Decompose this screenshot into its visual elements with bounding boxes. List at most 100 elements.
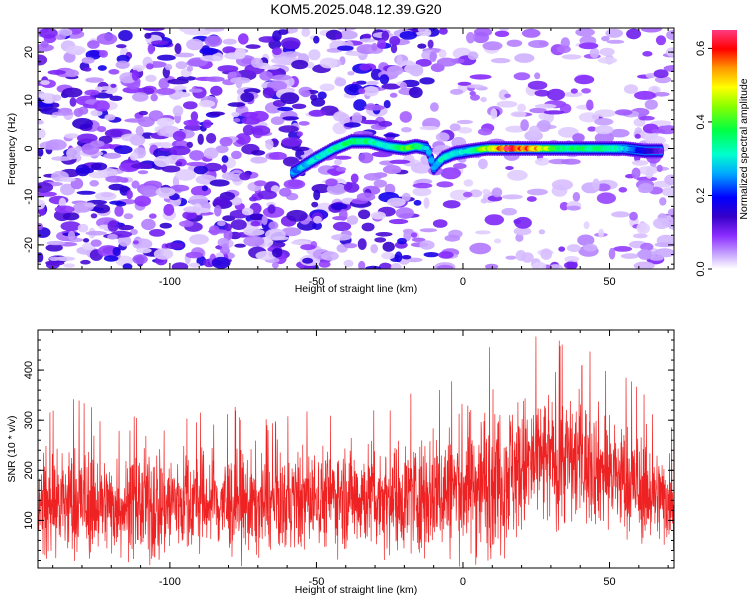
heatmap-noise-cell bbox=[436, 181, 454, 188]
heatmap-noise-cell bbox=[109, 95, 123, 102]
heatmap-noise-cell bbox=[134, 195, 151, 207]
heatmap-noise-cell bbox=[587, 126, 597, 132]
heatmap-noise-cell bbox=[334, 159, 342, 166]
heatmap-noise-cell bbox=[114, 205, 124, 217]
heatmap-noise-cell bbox=[149, 229, 166, 237]
heatmap-noise-cell bbox=[205, 76, 225, 82]
heatmap-noise-cell bbox=[174, 43, 182, 55]
heatmap-noise-cell bbox=[419, 77, 435, 85]
heatmap-ridge-cell bbox=[658, 148, 665, 154]
heatmap-noise-cell bbox=[202, 119, 212, 129]
heatmap-noise-cell bbox=[358, 260, 366, 269]
heatmap-noise-cell bbox=[382, 165, 402, 174]
heatmap-noise-cell bbox=[186, 141, 193, 149]
heatmap-noise-cell bbox=[81, 57, 95, 64]
heatmap-noise-cell bbox=[423, 197, 430, 209]
y-tick-label: 10 bbox=[23, 94, 35, 106]
heatmap-noise-cell bbox=[66, 147, 81, 160]
heatmap-noise-cell bbox=[222, 38, 237, 45]
heatmap-noise-cell bbox=[97, 65, 107, 71]
heatmap-noise-cell bbox=[389, 35, 401, 46]
heatmap-noise-cell bbox=[114, 145, 133, 155]
heatmap-noise-cell bbox=[358, 209, 371, 220]
heatmap-noise-cell bbox=[413, 199, 422, 206]
heatmap-noise-cell bbox=[138, 110, 148, 116]
heatmap-noise-cell bbox=[281, 227, 302, 237]
heatmap-noise-cell bbox=[182, 210, 198, 220]
heatmap-noise-cell bbox=[172, 91, 191, 98]
heatmap-noise-cell bbox=[230, 219, 247, 231]
heatmap-noise-cell bbox=[457, 127, 473, 134]
heatmap-noise-cell bbox=[77, 133, 98, 144]
heatmap-noise-cell bbox=[360, 119, 380, 125]
heatmap-noise-cell bbox=[45, 139, 67, 151]
heatmap-noise-cell bbox=[132, 240, 139, 245]
heatmap-noise-cell bbox=[469, 189, 483, 198]
heatmap-noise-cell bbox=[436, 264, 454, 269]
heatmap-noise-cell bbox=[268, 221, 279, 230]
heatmap-noise-cell bbox=[118, 29, 133, 42]
heatmap-noise-cell bbox=[339, 113, 350, 126]
heatmap-noise-cell bbox=[412, 182, 433, 189]
heatmap-noise-cell bbox=[213, 196, 230, 207]
heatmap-noise-cell bbox=[291, 240, 311, 245]
y-tick-label: 400 bbox=[23, 361, 35, 379]
heatmap-noise-cell bbox=[262, 87, 275, 99]
heatmap-noise-cell bbox=[505, 125, 526, 133]
heatmap-noise-cell bbox=[139, 185, 160, 197]
heatmap-noise-cell bbox=[536, 120, 551, 132]
heatmap-noise-cell bbox=[90, 109, 103, 117]
heatmap-noise-cell bbox=[410, 232, 418, 238]
heatmap-noise-cell bbox=[480, 198, 488, 204]
y-tick-label: -10 bbox=[23, 189, 35, 205]
heatmap-noise-cell bbox=[335, 166, 347, 172]
heatmap-noise-cell bbox=[279, 187, 292, 197]
heatmap-noise-cell bbox=[478, 158, 488, 170]
heatmap-noise-cell bbox=[49, 256, 60, 261]
heatmap-noise-cell bbox=[651, 128, 666, 134]
heatmap-noise-cell bbox=[513, 72, 531, 81]
heatmap-noise-cell bbox=[412, 187, 432, 197]
heatmap-noise-cell bbox=[589, 47, 600, 59]
heatmap-noise-cell bbox=[586, 99, 594, 111]
heatmap-ridge-cell bbox=[426, 150, 432, 155]
heatmap-noise-cell bbox=[183, 119, 200, 127]
heatmap-noise-cell bbox=[633, 233, 648, 239]
heatmap-noise-cell bbox=[559, 103, 572, 114]
heatmap-noise-cell bbox=[47, 69, 66, 75]
heatmap-noise-cell bbox=[141, 218, 156, 231]
heatmap-noise-cell bbox=[97, 126, 107, 133]
heatmap-noise-cell bbox=[88, 171, 108, 179]
heatmap-noise-cell bbox=[634, 90, 656, 100]
snr-series-line bbox=[38, 336, 674, 567]
heatmap-noise-cell bbox=[75, 167, 94, 174]
heatmap-noise-cell bbox=[343, 182, 360, 193]
heatmap-noise-cell bbox=[277, 106, 294, 112]
y-tick-label: -20 bbox=[23, 237, 35, 253]
heatmap-noise-cell bbox=[189, 150, 205, 161]
heatmap-noise-cell bbox=[389, 92, 398, 98]
heatmap-noise-cell bbox=[96, 33, 118, 45]
heatmap-noise-cell bbox=[72, 118, 94, 130]
heatmap-noise-cell bbox=[613, 246, 633, 252]
heatmap-noise-cell bbox=[596, 192, 617, 204]
y-tick-label: 20 bbox=[23, 46, 35, 58]
heatmap-noise-cell bbox=[496, 100, 518, 108]
heatmap-noise-cell bbox=[90, 162, 108, 171]
x-tick-label: -50 bbox=[308, 276, 324, 288]
heatmap-ridge-cell bbox=[428, 157, 435, 163]
heatmap-noise-cell bbox=[378, 120, 393, 127]
heatmap-ridge-layer bbox=[290, 133, 665, 181]
heatmap-noise-cell bbox=[131, 69, 139, 81]
heatmap-noise-cell bbox=[265, 228, 286, 241]
heatmap-noise-cell bbox=[362, 86, 379, 97]
heatmap-noise-cell bbox=[129, 152, 139, 161]
heatmap-noise-cell bbox=[319, 83, 335, 92]
heatmap-noise-cell bbox=[358, 88, 366, 95]
heatmap-noise-cell bbox=[243, 228, 265, 236]
heatmap-noise-cell bbox=[538, 112, 553, 121]
heatmap-noise-cell bbox=[419, 240, 435, 250]
x-tick-label: -50 bbox=[308, 576, 324, 588]
heatmap-noise-cell bbox=[527, 80, 548, 90]
heatmap-noise-cell bbox=[222, 46, 237, 54]
